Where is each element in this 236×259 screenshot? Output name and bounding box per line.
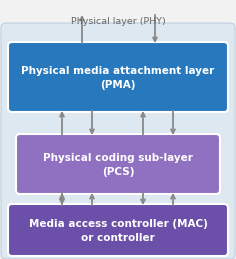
Text: Physical layer (PHY): Physical layer (PHY) <box>71 18 165 26</box>
FancyBboxPatch shape <box>8 42 228 112</box>
Text: (PMA): (PMA) <box>100 80 136 90</box>
Text: Media access controller (MAC): Media access controller (MAC) <box>29 219 207 229</box>
FancyBboxPatch shape <box>1 23 235 259</box>
Text: Physical coding sub-layer: Physical coding sub-layer <box>43 153 193 163</box>
Text: or controller: or controller <box>81 233 155 243</box>
Text: (PCS): (PCS) <box>102 167 134 177</box>
Text: Physical media attachment layer: Physical media attachment layer <box>21 66 215 76</box>
FancyBboxPatch shape <box>16 134 220 194</box>
FancyBboxPatch shape <box>8 204 228 256</box>
